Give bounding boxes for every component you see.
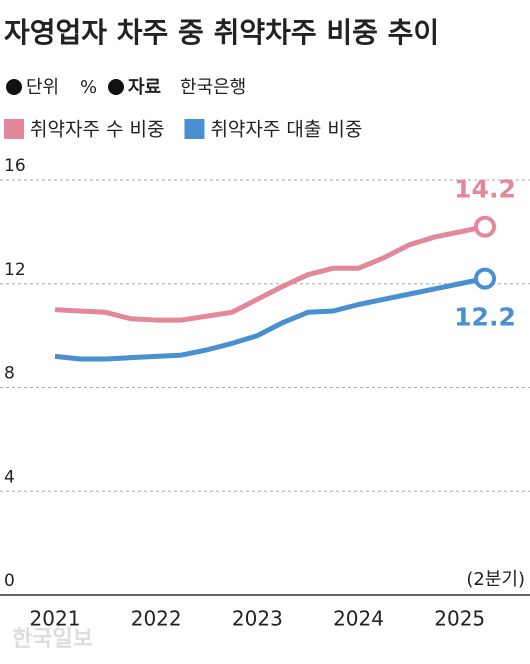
source: 한국은행	[180, 77, 246, 98]
legend-swatch	[184, 119, 205, 139]
bullet	[108, 79, 124, 95]
legend-label: 취약자주 수 비중	[30, 119, 164, 141]
end-marker	[474, 215, 496, 238]
end-marker	[474, 267, 496, 290]
y-tick-label: 12	[4, 260, 26, 280]
value-label: 12.2	[454, 303, 516, 332]
y-tick-label: 8	[4, 364, 15, 384]
unit: %	[80, 77, 97, 98]
series-line	[54, 276, 486, 362]
y-tick-label: 4	[4, 467, 15, 487]
unit-label: 단위	[26, 77, 59, 98]
series-line	[54, 224, 486, 323]
watermark: 한국일보	[12, 627, 93, 652]
value-label: 14.2	[454, 175, 516, 204]
x-tick-label: 2024	[333, 607, 384, 631]
x-tick-label: 2023	[232, 607, 283, 631]
legend-swatch	[4, 119, 24, 139]
source-label: 자료	[128, 77, 161, 98]
x-tick-label: 2022	[131, 607, 182, 631]
legend-label: 취약자주 대출 비중	[210, 119, 362, 141]
x-tick-label: 2025	[434, 607, 485, 631]
chart-title: 자영업자 차주 중 취약차주 비중 추이	[4, 16, 439, 49]
x-note: (2분기)	[466, 569, 525, 590]
y-tick-label: 16	[4, 156, 26, 176]
x-tick-label: 2021	[30, 607, 81, 631]
y-tick-label: 0	[4, 571, 15, 591]
bullet	[6, 79, 22, 95]
